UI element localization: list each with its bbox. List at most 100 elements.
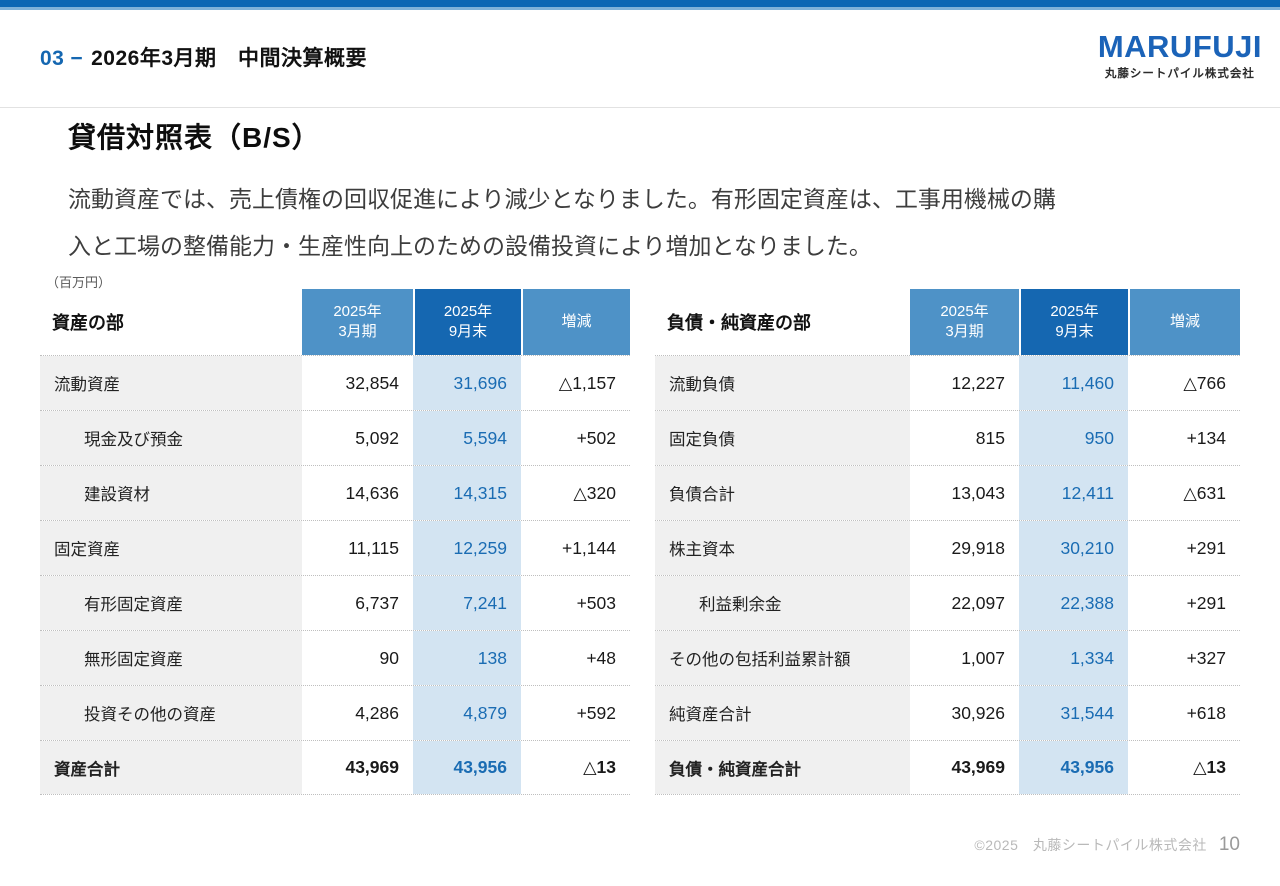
column-header-line: 3月期	[945, 323, 984, 340]
value-2025-march: 14,636	[345, 482, 399, 503]
value-2025-september: 43,956	[413, 741, 521, 794]
column-header-2025-march: 2025年 3月期	[910, 289, 1019, 355]
value-2025-march: 1,007	[961, 647, 1005, 668]
row-label: 現金及び預金	[40, 411, 302, 465]
table-row: 流動資産 32,854 31,696 △1,157	[40, 355, 630, 410]
row-label: 固定資産	[40, 521, 302, 575]
row-label: 負債・純資産合計	[655, 741, 910, 794]
row-label: 負債合計	[655, 466, 910, 520]
value-2025-september: 14,315	[413, 466, 521, 520]
column-header-line: 3月期	[338, 323, 377, 340]
column-header-2025-march: 2025年 3月期	[302, 289, 413, 355]
column-header-change: 増減	[521, 289, 630, 355]
liabilities-table-title: 負債・純資産の部	[667, 313, 811, 333]
slide-footer: ©2025 丸藤シートパイル株式会社 10	[974, 834, 1240, 856]
balance-sheet-tables: 資産の部 2025年 3月期 2025年 9月末 増減 流動資産 32,854 …	[40, 289, 1240, 795]
table-row: その他の包括利益累計額 1,007 1,334 +327	[655, 630, 1240, 685]
value-change: △766	[1183, 372, 1226, 393]
page-title: 貸借対照表（B/S）	[68, 122, 321, 153]
value-2025-september: 31,696	[413, 356, 521, 410]
row-label: 流動負債	[655, 356, 910, 410]
assets-table-title: 資産の部	[52, 313, 124, 333]
table-row: 利益剰余金 22,097 22,388 +291	[655, 575, 1240, 630]
value-2025-september: 4,879	[413, 686, 521, 740]
liabilities-table-header: 負債・純資産の部 2025年 3月期 2025年 9月末 増減	[655, 289, 1240, 355]
top-accent-bar-light	[0, 7, 1280, 10]
row-label: 利益剰余金	[655, 576, 910, 630]
assets-table-header: 資産の部 2025年 3月期 2025年 9月末 増減	[40, 289, 630, 355]
value-change: +291	[1186, 537, 1226, 558]
row-label: 純資産合計	[655, 686, 910, 740]
value-2025-march: 11,115	[348, 537, 399, 558]
table-row: 投資その他の資産 4,286 4,879 +592	[40, 685, 630, 740]
value-change: △13	[583, 757, 616, 777]
value-change: +327	[1186, 647, 1226, 668]
value-2025-march: 22,097	[951, 592, 1005, 613]
row-label: その他の包括利益累計額	[655, 631, 910, 685]
column-header-2025-september: 2025年 9月末	[413, 289, 521, 355]
table-row: 負債合計 13,043 12,411 △631	[655, 465, 1240, 520]
table-row: 建設資材 14,636 14,315 △320	[40, 465, 630, 520]
table-row: 純資産合計 30,926 31,544 +618	[655, 685, 1240, 740]
value-change: +291	[1186, 592, 1226, 613]
table-row: 固定資産 11,115 12,259 +1,144	[40, 520, 630, 575]
value-change: △320	[573, 482, 616, 503]
assets-table: 資産の部 2025年 3月期 2025年 9月末 増減 流動資産 32,854 …	[40, 289, 630, 795]
value-change: +503	[576, 592, 616, 613]
description-line-2: 入と工場の整備能力・生産性向上のための設備投資により増加となりました。	[68, 233, 872, 259]
page-number: 10	[1218, 834, 1240, 855]
column-header-line: 9月末	[1055, 323, 1094, 340]
table-row: 有形固定資産 6,737 7,241 +503	[40, 575, 630, 630]
company-logo: MARUFUJI 丸藤シートパイル株式会社	[1098, 30, 1262, 81]
value-2025-september: 43,956	[1019, 741, 1128, 794]
value-2025-march: 90	[379, 647, 399, 668]
value-2025-september: 31,544	[1019, 686, 1128, 740]
top-accent-bar	[0, 0, 1280, 7]
column-header-line: 9月末	[448, 323, 488, 340]
value-change: +1,144	[561, 537, 616, 558]
table-row: 現金及び預金 5,092 5,594 +502	[40, 410, 630, 465]
value-2025-march: 29,918	[951, 537, 1005, 558]
row-label: 資産合計	[40, 741, 302, 794]
value-2025-march: 43,969	[345, 757, 399, 777]
value-2025-september: 138	[413, 631, 521, 685]
column-header-2025-september: 2025年 9月末	[1019, 289, 1128, 355]
value-change: +502	[576, 427, 616, 448]
header-divider	[0, 107, 1280, 108]
row-label: 建設資材	[40, 466, 302, 520]
row-label: 流動資産	[40, 356, 302, 410]
value-2025-march: 815	[975, 427, 1005, 448]
section-title: 2026年3月期 中間決算概要	[91, 47, 368, 70]
row-label: 有形固定資産	[40, 576, 302, 630]
row-label: 投資その他の資産	[40, 686, 302, 740]
value-2025-march: 5,092	[355, 427, 399, 448]
value-change: △631	[1183, 482, 1226, 503]
table-total-row: 負債・純資産合計 43,969 43,956 △13	[655, 740, 1240, 795]
logo-company-text: 丸藤シートパイル株式会社	[1104, 68, 1255, 80]
liabilities-table: 負債・純資産の部 2025年 3月期 2025年 9月末 増減 流動負債 12,…	[655, 289, 1240, 795]
value-2025-september: 7,241	[413, 576, 521, 630]
value-2025-september: 5,594	[413, 411, 521, 465]
section-heading: 03−2026年3月期 中間決算概要	[40, 42, 367, 72]
description-line-1: 流動資産では、売上債権の回収促進により減少となりました。有形固定資産は、工事用機…	[68, 186, 1056, 212]
column-header-line: 2025年	[333, 303, 382, 320]
logo-brand-text: MARUFUJI	[1097, 29, 1262, 64]
row-label: 無形固定資産	[40, 631, 302, 685]
value-2025-september: 1,334	[1019, 631, 1128, 685]
value-2025-march: 4,286	[355, 702, 399, 723]
value-2025-march: 13,043	[951, 482, 1005, 503]
value-change: △1,157	[558, 372, 616, 393]
page-header: 03−2026年3月期 中間決算概要 MARUFUJI 丸藤シートパイル株式会社	[0, 10, 1280, 108]
value-2025-september: 22,388	[1019, 576, 1128, 630]
section-dash: −	[70, 47, 84, 70]
value-2025-september: 11,460	[1019, 356, 1128, 410]
section-number: 03	[40, 47, 65, 70]
value-2025-september: 12,259	[413, 521, 521, 575]
table-row: 株主資本 29,918 30,210 +291	[655, 520, 1240, 575]
row-label: 株主資本	[655, 521, 910, 575]
value-2025-march: 12,227	[951, 372, 1005, 393]
column-header-line: 2025年	[443, 303, 493, 320]
value-2025-march: 6,737	[355, 592, 399, 613]
column-header-line: 増減	[1169, 313, 1200, 330]
table-row: 無形固定資産 90 138 +48	[40, 630, 630, 685]
